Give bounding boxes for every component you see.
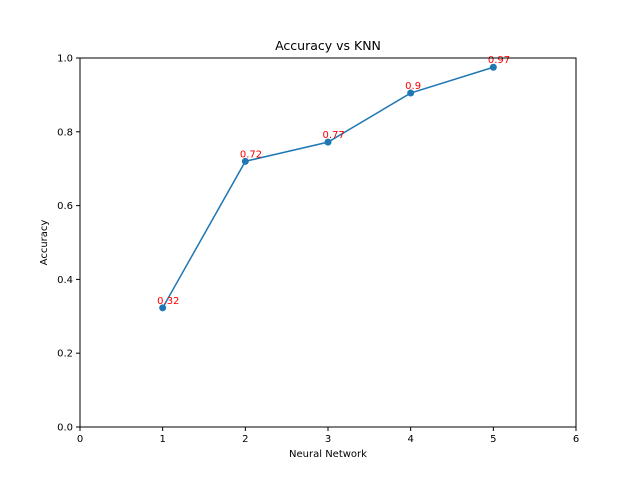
x-tick-label: 1 [159,434,165,445]
x-tick-label: 4 [407,434,413,445]
data-point [159,304,167,312]
y-tick-label: 0.0 [57,423,73,434]
data-point [489,63,497,71]
y-axis-label: Accuracy [39,220,50,266]
data-value-label: 0.72 [240,149,262,160]
series-line [162,66,494,309]
data-value-label: 0.97 [488,55,510,66]
y-tick-label: 0.2 [57,349,73,360]
data-value-label: 0.32 [157,296,179,307]
y-tick-label: 0.8 [57,127,73,138]
y-tick-label: 1.0 [57,54,73,65]
y-tick-label: 0.4 [57,275,73,286]
x-tick-label: 6 [573,434,579,445]
data-value-label: 0.77 [323,130,345,141]
x-tick-label: 5 [490,434,496,445]
data-labels: 0.32 0.72 0.77 0.9 0.97 [157,55,510,307]
data-points [159,63,497,312]
x-axis-label: Neural Network [289,449,367,460]
y-tick-label: 0.6 [57,201,73,212]
chart-title: Accuracy vs KNN [275,38,381,53]
plot-area-frame [79,57,577,428]
data-value-label: 0.9 [405,81,421,92]
x-tick-label: 2 [242,434,248,445]
x-axis-ticks: 0 1 2 3 4 5 6 [77,427,579,445]
data-point [324,138,332,146]
x-tick-label: 3 [325,434,331,445]
data-point [241,157,249,165]
x-tick-label: 0 [77,434,83,445]
data-point [407,89,415,97]
y-axis-ticks: 0.0 0.2 0.4 0.6 0.8 1.0 [57,54,80,434]
